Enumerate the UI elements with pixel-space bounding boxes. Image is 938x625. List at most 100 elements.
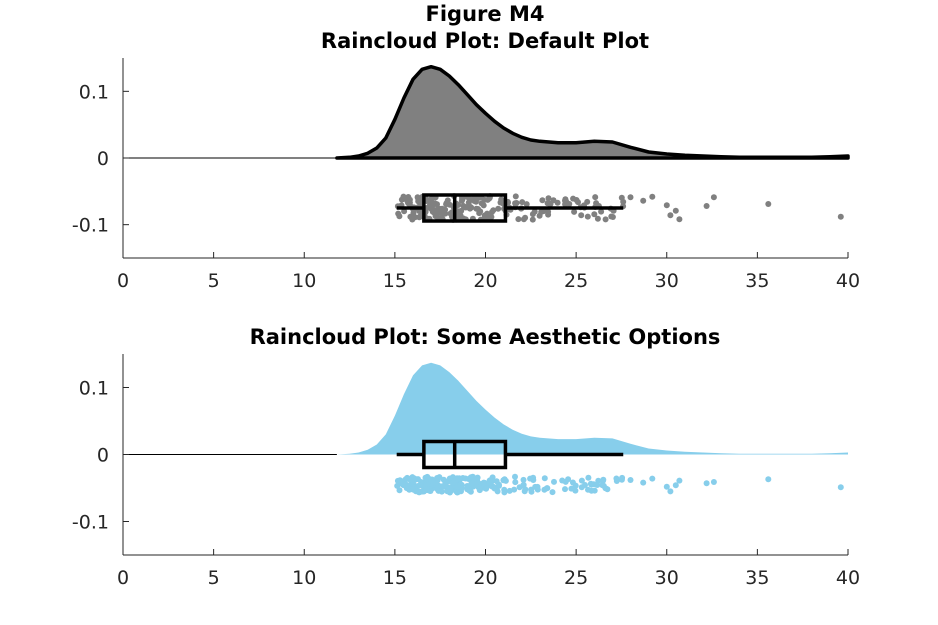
rain-point	[549, 489, 556, 496]
rain-point	[478, 200, 485, 207]
rain-point	[405, 194, 412, 200]
x-tick-label: 10	[292, 270, 316, 292]
y-tick-label: -0.1	[72, 512, 109, 534]
rain-point	[545, 208, 552, 215]
rain-point	[663, 202, 670, 209]
rain-point	[512, 473, 518, 480]
rain-point	[592, 194, 599, 201]
rain-point	[417, 482, 424, 489]
rain-point	[468, 196, 475, 203]
rain-point	[442, 210, 449, 217]
rain-point	[436, 210, 442, 216]
rain-point	[416, 489, 423, 496]
rain-point	[396, 487, 403, 494]
rain-point	[578, 212, 585, 219]
rain-point	[439, 205, 446, 212]
x-tick-label: 15	[383, 567, 407, 589]
rain-point	[426, 475, 433, 482]
rain-point	[464, 483, 471, 489]
rain-point	[522, 214, 529, 221]
figure-title: Figure M4	[426, 2, 545, 26]
rain-point	[512, 479, 519, 486]
rain-point	[401, 208, 408, 215]
rain-point	[529, 216, 536, 223]
density-cloud	[336, 362, 848, 455]
rain-point	[676, 216, 683, 223]
rain-point	[501, 486, 508, 493]
rain-point	[519, 199, 526, 206]
rain-point	[539, 197, 546, 204]
rain-point	[547, 201, 554, 207]
axes-aesthetic: 0 5 10 15 20 25 30 35 40 -0.1 0 0.1	[72, 354, 860, 589]
rain-point	[454, 484, 461, 491]
rain-point	[456, 475, 463, 482]
y-tick-label: 0.1	[79, 378, 109, 400]
rain-point	[594, 482, 601, 488]
axes-default: 0 5 10 15 20 25 30 35 40 -0.1 0 0.1	[72, 58, 860, 292]
x-tick-label: 30	[655, 270, 679, 292]
y-tick-label: -0.1	[72, 215, 109, 237]
density-cloud	[335, 64, 850, 160]
rain-point	[571, 208, 578, 215]
rain-point	[475, 206, 481, 212]
rain-point	[591, 211, 598, 218]
y-tick-label: 0	[97, 148, 109, 170]
x-tick-label: 40	[836, 567, 860, 589]
rain-point	[520, 476, 527, 483]
x-tick-label: 5	[208, 270, 220, 292]
rain-point	[640, 197, 647, 204]
rain-point	[672, 482, 679, 489]
rain-point	[528, 488, 535, 495]
raincloud-panel-aesthetic: Raincloud Plot: Some Aesthetic Options 0…	[72, 325, 860, 589]
rain-point	[765, 476, 772, 483]
rain-point	[591, 487, 598, 494]
rain-point	[430, 479, 437, 486]
rain-point	[512, 200, 519, 207]
rain-point	[578, 484, 585, 491]
rain-point	[594, 215, 601, 222]
rain-point	[619, 474, 626, 481]
rain-point	[649, 193, 656, 200]
x-tick-label: 20	[473, 270, 497, 292]
rain-point	[460, 203, 467, 209]
rain-point	[480, 479, 487, 486]
rain-point	[837, 213, 844, 220]
x-tick-label: 35	[745, 567, 769, 589]
x-tick-label: 0	[117, 567, 129, 589]
rain-point	[710, 479, 717, 485]
rain-point	[486, 477, 493, 484]
rain-point	[627, 477, 634, 483]
rain-point	[545, 195, 552, 202]
rain-point	[593, 200, 600, 207]
x-tick-label: 0	[117, 270, 129, 292]
rain-point	[496, 481, 502, 488]
rain-point	[512, 193, 519, 200]
rain-point	[427, 488, 434, 494]
rain-point	[515, 216, 522, 223]
rain-point	[663, 483, 670, 490]
panel-title-default: Raincloud Plot: Default Plot	[321, 29, 649, 53]
rain-point	[411, 475, 418, 482]
x-tick-label: 25	[564, 270, 588, 292]
rain-point	[562, 197, 568, 204]
rain-point	[476, 487, 483, 494]
rain-point	[529, 211, 536, 218]
rain-point	[506, 487, 513, 494]
rain-point	[585, 474, 592, 481]
rain-point	[562, 486, 568, 493]
rain-point	[490, 207, 497, 214]
plot-area-aesthetic	[123, 362, 848, 496]
rain-point	[541, 475, 548, 482]
rain-point	[397, 477, 403, 484]
x-tick-label: 30	[655, 567, 679, 589]
x-tick-label: 35	[745, 270, 769, 292]
rain-point	[672, 207, 679, 214]
rain-point	[484, 196, 491, 203]
rain-point	[414, 194, 421, 201]
rain-point	[481, 212, 488, 219]
rain-point	[627, 194, 634, 201]
rain-point	[454, 489, 461, 496]
rain-point	[523, 201, 530, 208]
rain-point	[837, 484, 844, 491]
